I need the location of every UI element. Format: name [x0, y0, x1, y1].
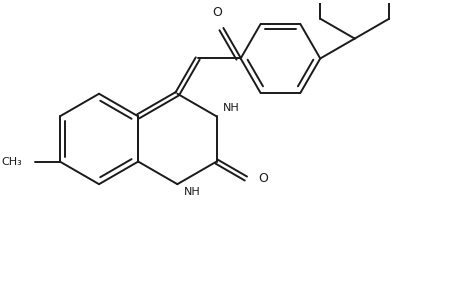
Text: NH: NH — [184, 187, 201, 197]
Text: O: O — [212, 6, 221, 19]
Text: NH: NH — [223, 103, 240, 113]
Text: O: O — [258, 172, 268, 185]
Text: CH₃: CH₃ — [1, 157, 22, 166]
